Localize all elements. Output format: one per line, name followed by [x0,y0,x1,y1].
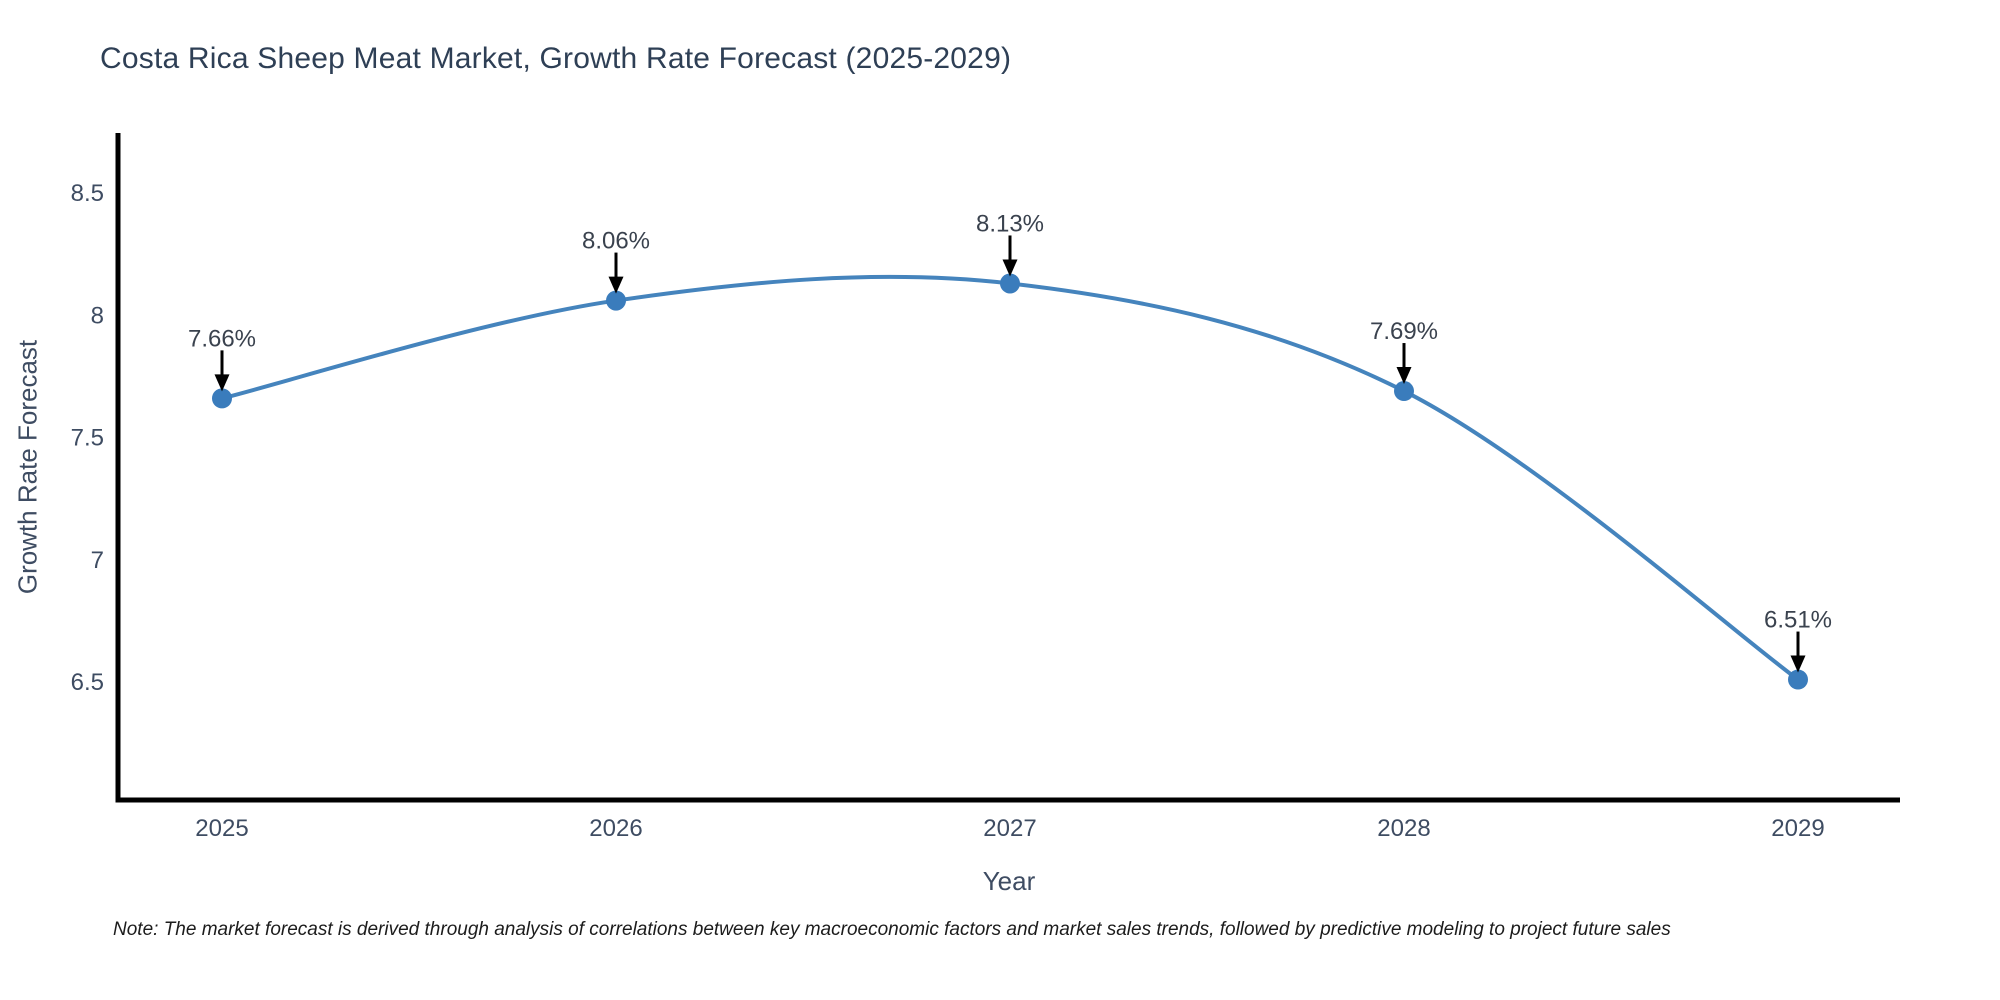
data-point-label: 7.66% [188,325,256,352]
annotation-arrow-head [1002,259,1018,277]
x-tick-label: 2028 [1377,815,1430,842]
x-tick-label: 2029 [1771,815,1824,842]
data-point-marker [606,290,626,311]
y-tick-label: 8 [91,302,104,329]
y-tick-label: 7.5 [71,425,104,452]
y-tick-label: 8.5 [71,180,104,207]
y-tick-label: 6.5 [71,669,104,696]
y-tick-label: 7 [91,547,104,574]
data-point-label: 8.13% [976,210,1044,237]
annotation-arrow-head [608,276,624,294]
data-point-marker [212,388,232,409]
annotation-arrow-head [1396,367,1412,385]
x-tick-label: 2027 [983,815,1036,842]
footnote: Note: The market forecast is derived thr… [113,919,1671,940]
data-point-marker [1000,273,1020,294]
chart-title: Costa Rica Sheep Meat Market, Growth Rat… [100,42,1012,75]
data-point-marker [1394,381,1414,402]
data-point-label: 8.06% [582,228,650,255]
annotation-arrow-head [1790,655,1806,673]
annotation-arrow-head [214,374,230,392]
x-tick-label: 2025 [195,815,248,842]
series-line [220,274,1800,682]
data-point-label: 6.51% [1764,607,1832,634]
data-point-marker [1788,669,1808,690]
data-point-label: 7.69% [1370,318,1438,345]
x-tick-label: 2026 [589,815,642,842]
x-axis-title: Year [982,866,1036,896]
